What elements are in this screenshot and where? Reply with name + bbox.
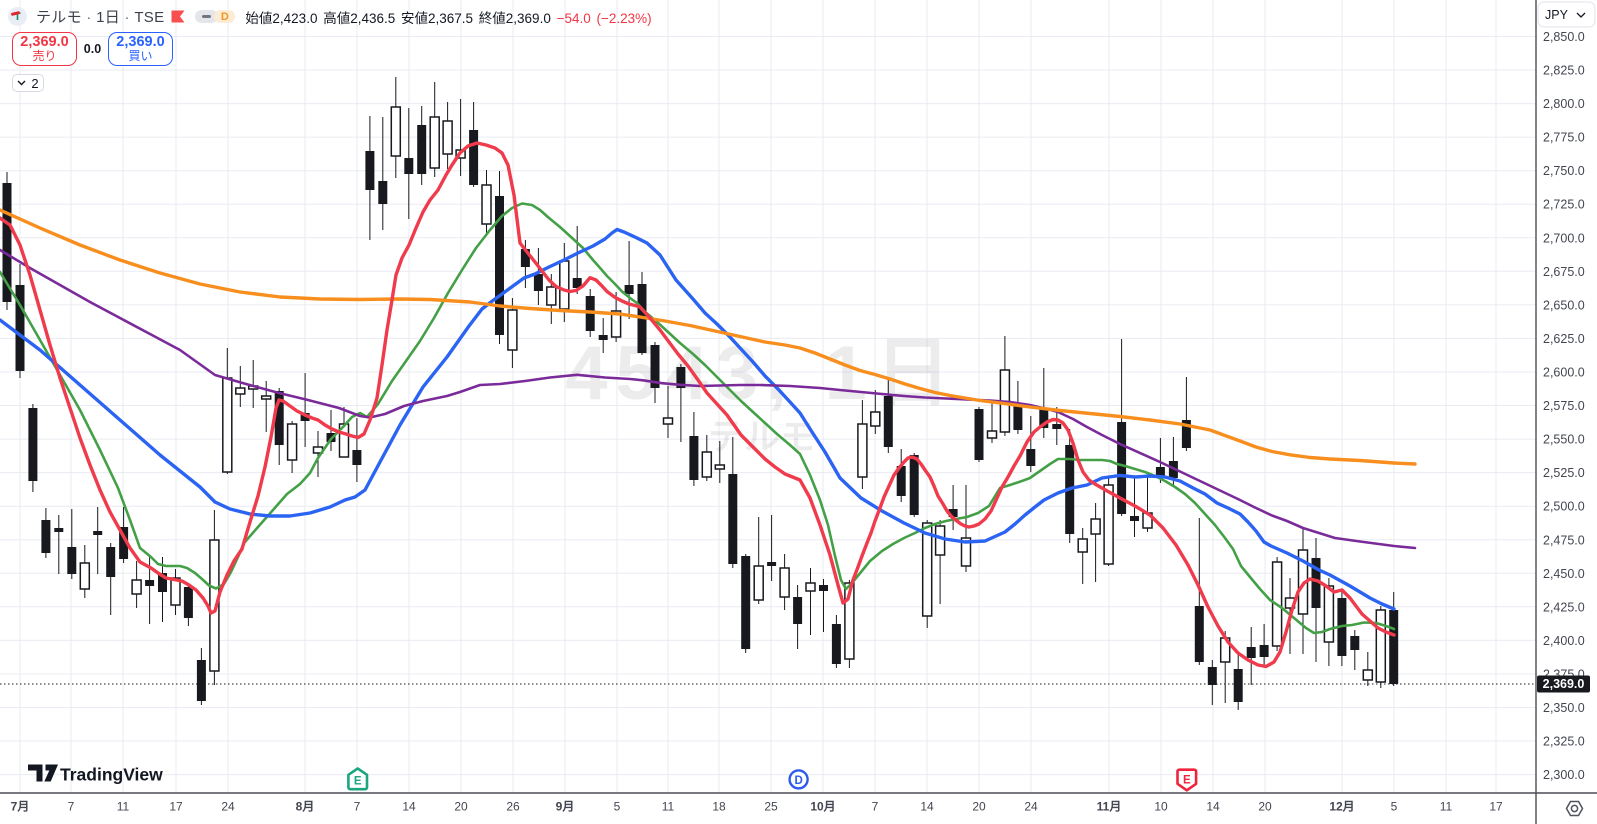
svg-text:11月: 11月	[1097, 800, 1122, 814]
svg-text:20: 20	[972, 800, 986, 814]
svg-text:2,725.0: 2,725.0	[1543, 198, 1585, 212]
svg-text:2,625.0: 2,625.0	[1543, 332, 1585, 346]
svg-text:8月: 8月	[296, 800, 315, 814]
svg-text:17: 17	[1489, 800, 1503, 814]
svg-text:2,650.0: 2,650.0	[1543, 298, 1585, 312]
svg-text:7月: 7月	[11, 800, 30, 814]
svg-text:11: 11	[662, 800, 675, 814]
svg-text:2,675.0: 2,675.0	[1543, 265, 1585, 279]
svg-text:10: 10	[1154, 800, 1168, 814]
svg-text:JPY: JPY	[1545, 8, 1569, 22]
svg-text:14: 14	[920, 800, 934, 814]
svg-text:2,450.0: 2,450.0	[1543, 567, 1585, 581]
svg-text:2,325.0: 2,325.0	[1543, 735, 1585, 749]
svg-text:2,775.0: 2,775.0	[1543, 131, 1585, 145]
svg-text:7: 7	[68, 800, 75, 814]
svg-text:2,700.0: 2,700.0	[1543, 231, 1585, 245]
svg-text:14: 14	[1206, 800, 1220, 814]
svg-text:26: 26	[506, 800, 520, 814]
svg-text:7: 7	[872, 800, 879, 814]
svg-text:2,575.0: 2,575.0	[1543, 399, 1585, 413]
svg-text:9月: 9月	[556, 800, 575, 814]
svg-text:E: E	[354, 775, 362, 787]
svg-text:2,300.0: 2,300.0	[1543, 768, 1585, 782]
svg-text:18: 18	[712, 800, 726, 814]
svg-text:25: 25	[764, 800, 778, 814]
svg-text:20: 20	[454, 800, 468, 814]
svg-text:2,400.0: 2,400.0	[1543, 634, 1585, 648]
svg-text:10月: 10月	[810, 800, 835, 814]
svg-text:24: 24	[221, 800, 235, 814]
svg-text:テルモ: テルモ	[708, 416, 816, 457]
svg-text:17: 17	[169, 800, 183, 814]
svg-text:TradingView: TradingView	[60, 765, 163, 785]
svg-text:5: 5	[1391, 800, 1398, 814]
svg-text:E: E	[1183, 775, 1191, 787]
svg-text:2,550.0: 2,550.0	[1543, 433, 1585, 447]
svg-text:2,750.0: 2,750.0	[1543, 164, 1585, 178]
svg-text:2,369.0: 2,369.0	[1543, 677, 1585, 691]
svg-text:2,800.0: 2,800.0	[1543, 97, 1585, 111]
svg-text:7: 7	[354, 800, 361, 814]
svg-text:2,500.0: 2,500.0	[1543, 500, 1585, 514]
svg-text:11: 11	[1440, 800, 1453, 814]
svg-text:2,350.0: 2,350.0	[1543, 701, 1585, 715]
svg-text:14: 14	[402, 800, 416, 814]
svg-text:24: 24	[1024, 800, 1038, 814]
svg-text:5: 5	[614, 800, 621, 814]
svg-text:2,850.0: 2,850.0	[1543, 30, 1585, 44]
svg-text:11: 11	[117, 800, 130, 814]
svg-text:2,825.0: 2,825.0	[1543, 64, 1585, 78]
svg-text:2,425.0: 2,425.0	[1543, 600, 1585, 614]
svg-text:2,525.0: 2,525.0	[1543, 466, 1585, 480]
svg-text:2,600.0: 2,600.0	[1543, 366, 1585, 380]
svg-text:12月: 12月	[1329, 800, 1354, 814]
svg-text:20: 20	[1258, 800, 1272, 814]
svg-text:2,475.0: 2,475.0	[1543, 533, 1585, 547]
svg-text:D: D	[794, 775, 802, 787]
